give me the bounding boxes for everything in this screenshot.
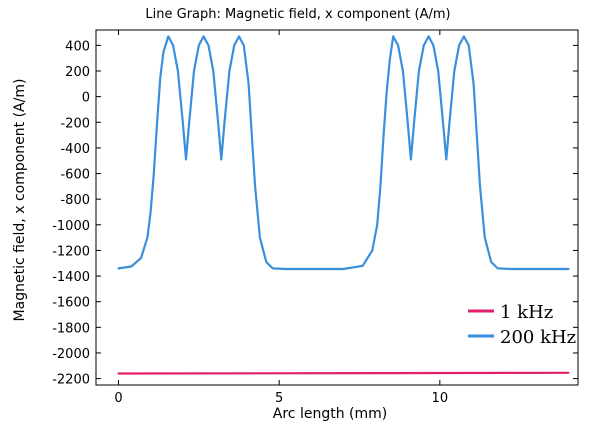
x-tick-label: 10 bbox=[432, 391, 449, 406]
plot-area bbox=[95, 29, 579, 386]
x-tick-label: 5 bbox=[275, 391, 283, 406]
y-tick-label: -1000 bbox=[52, 219, 90, 234]
x-tick-label: 0 bbox=[114, 391, 122, 406]
y-axis: 400 200 0 -200 -400 -600 -800 -1000 -1200 -1400 -1… bbox=[52, 39, 578, 388]
y-axis-label: Magnetic field, x component (A/m) bbox=[12, 79, 28, 322]
chart-title: Line Graph: Magnetic field, x component … bbox=[145, 7, 450, 22]
y-tick-label: -200 bbox=[60, 116, 90, 131]
y-tick-label: -1200 bbox=[52, 244, 90, 259]
y-tick-label: -1600 bbox=[52, 296, 90, 311]
y-tick-label: -1800 bbox=[52, 321, 90, 336]
y-tick-label: -2000 bbox=[52, 347, 90, 362]
y-tick-label: -400 bbox=[60, 142, 90, 157]
x-axis: 0 5 10 bbox=[114, 30, 448, 406]
y-tick-label: -800 bbox=[60, 193, 90, 208]
y-tick-label: 0 bbox=[82, 91, 90, 106]
plot-frame bbox=[95, 29, 579, 386]
series-line-1khz bbox=[117, 371, 570, 375]
legend-label-1khz: 1 kHz bbox=[500, 302, 553, 323]
y-tick-label: -2200 bbox=[52, 373, 90, 388]
y-tick-label: -1400 bbox=[52, 270, 90, 285]
y-tick-label: 200 bbox=[65, 65, 90, 80]
series-line-200khz bbox=[117, 35, 570, 271]
legend-label-200khz: 200 kHz bbox=[500, 327, 576, 348]
x-axis-label: Arc length (mm) bbox=[273, 406, 387, 422]
legend: 1 kHz 200 kHz bbox=[468, 302, 576, 348]
y-tick-label: 400 bbox=[65, 39, 90, 54]
y-tick-label: -600 bbox=[60, 168, 90, 183]
